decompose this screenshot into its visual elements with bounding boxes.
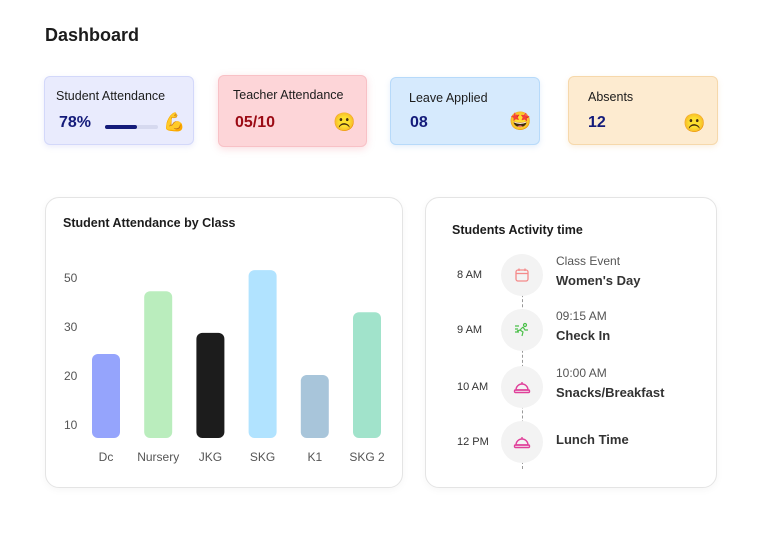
frowning-face-icon: ☹️ [683, 113, 706, 133]
bar-skg[interactable] [248, 270, 277, 438]
activity-name: Lunch Time [556, 432, 629, 447]
card-label: Leave Applied [409, 91, 488, 105]
x-tick-label: Dc [99, 450, 114, 464]
chart-title: Student Attendance by Class [63, 216, 236, 230]
bar-jkg[interactable] [196, 332, 225, 438]
bar-nursery[interactable] [144, 291, 173, 438]
activity-name: Women's Day [556, 273, 641, 288]
frowning-face-icon: ☹️ [333, 112, 356, 132]
absents-card[interactable]: Absents 12 ☹️ [568, 76, 718, 145]
activity-item[interactable]: 8 AM Class Event Women's Day [426, 254, 718, 298]
activity-time: 8 AM [457, 269, 483, 281]
y-tick-label: 50 [64, 271, 78, 285]
x-tick-label: SKG 2 [349, 450, 385, 464]
activity-subtitle: 10:00 AM [556, 366, 607, 380]
activity-name: Snacks/Breakfast [556, 385, 665, 400]
bar-dc[interactable] [92, 353, 120, 438]
teacher-attendance-card[interactable]: Teacher Attendance 05/10 ☹️ [218, 75, 367, 147]
card-value: 78% [59, 114, 92, 131]
y-tick-label: 10 [64, 418, 78, 432]
attendance-progress-bar [105, 125, 158, 129]
activity-name: Check In [556, 328, 611, 343]
activity-time: 10 AM [457, 381, 489, 393]
activity-subtitle: Class Event [556, 254, 621, 268]
x-tick-label: K1 [307, 450, 322, 464]
food-cloche-icon [501, 421, 543, 463]
flexed-biceps-icon: 💪 [163, 112, 186, 132]
x-tick-label: SKG [250, 450, 275, 464]
y-tick-label: 30 [64, 320, 78, 334]
activity-subtitle: 09:15 AM [556, 309, 607, 323]
leave-applied-card[interactable]: Leave Applied 08 🤩 [390, 77, 540, 145]
attendance-chart-panel: Student Attendance by Class 10 20 30 50 Dc Nu… [45, 197, 403, 488]
x-tick-label: JKG [199, 450, 222, 464]
card-value: 12 [588, 114, 606, 131]
card-value: 05/10 [235, 114, 276, 131]
food-cloche-icon [501, 366, 543, 408]
student-attendance-card[interactable]: Student Attendance 78% 💪 [44, 76, 194, 145]
page-title: Dashboard [45, 25, 140, 45]
activity-item[interactable]: 10 AM 10:00 AM Snacks/Breakfast [426, 366, 718, 410]
activity-item[interactable]: 12 PM Lunch Time [426, 421, 718, 465]
activity-time: 12 PM [457, 436, 489, 448]
card-label: Absents [588, 90, 634, 104]
activity-item[interactable]: 9 AM 09:15 AM Check In [426, 309, 718, 353]
activity-title: Students Activity time [452, 223, 583, 237]
y-tick-label: 20 [64, 369, 78, 383]
card-label: Student Attendance [56, 89, 166, 103]
attendance-bar-chart: 10 20 30 50 Dc Nursery JKG SKG K1 SKG 2 [64, 270, 385, 464]
running-exit-icon [501, 309, 543, 351]
activity-time: 9 AM [457, 324, 483, 336]
card-value: 08 [410, 114, 428, 131]
activity-panel: Students Activity time 8 AM Class Event … [425, 197, 717, 488]
bar-skg-2[interactable] [353, 312, 381, 438]
star-struck-icon: 🤩 [509, 111, 532, 131]
card-label: Teacher Attendance [233, 88, 344, 102]
calendar-icon [501, 254, 543, 296]
x-tick-label: Nursery [137, 450, 179, 464]
bar-k1[interactable] [300, 375, 329, 438]
